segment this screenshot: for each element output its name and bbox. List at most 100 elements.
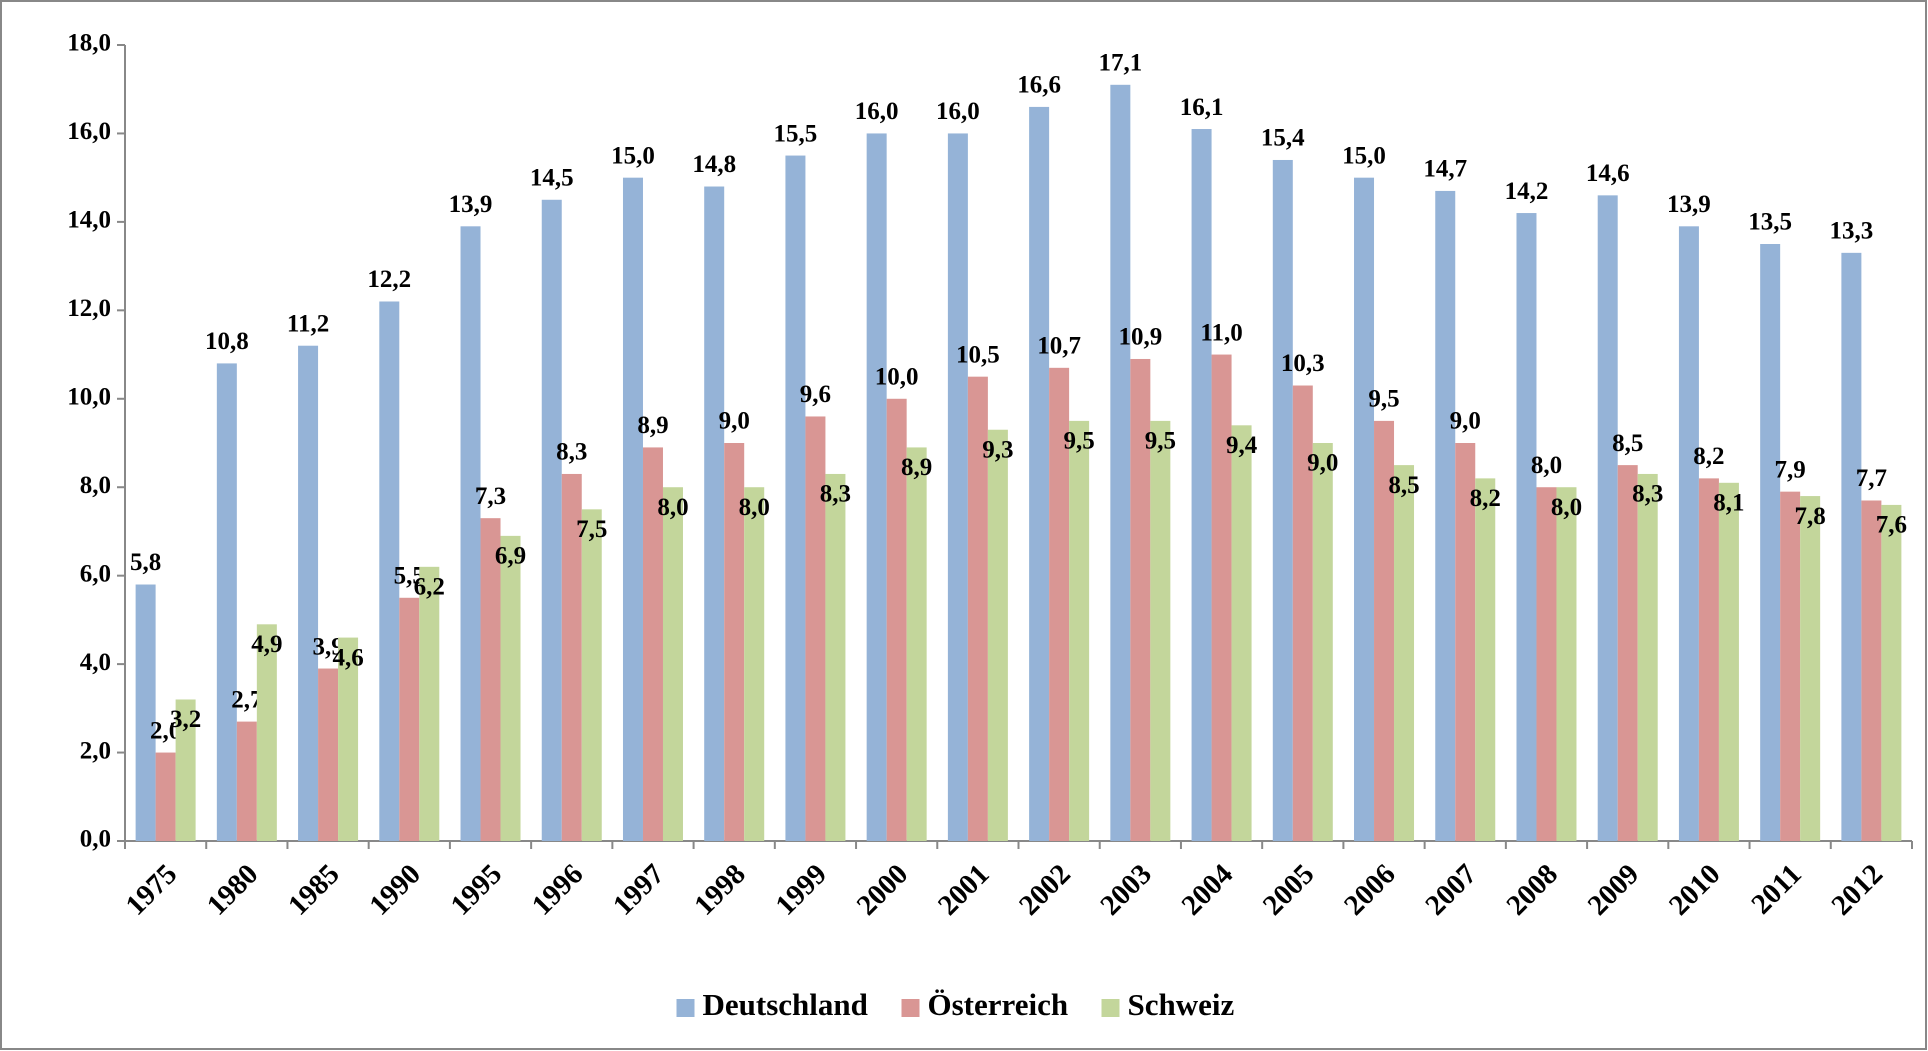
y-tick-label: 14,0 (67, 207, 111, 234)
bar (642, 447, 663, 841)
bar (1292, 385, 1313, 841)
bar (744, 487, 765, 841)
bar (318, 668, 339, 841)
y-tick-label: 16,0 (67, 118, 111, 145)
bar (135, 584, 156, 841)
bar (825, 473, 846, 841)
data-label: 8,5 (1612, 430, 1643, 457)
bar (1069, 420, 1090, 841)
data-label: 9,3 (982, 436, 1013, 463)
data-label: 9,6 (800, 381, 831, 408)
y-tick-label: 6,0 (80, 560, 111, 587)
bar (1231, 425, 1252, 841)
data-label: 15,5 (774, 120, 818, 147)
bar (1760, 244, 1781, 841)
bar (1597, 195, 1618, 841)
data-label: 10,9 (1118, 324, 1162, 351)
data-label: 13,9 (449, 191, 493, 218)
data-label: 7,3 (475, 483, 506, 510)
bar (1049, 367, 1070, 841)
bar (1191, 129, 1212, 841)
bar (987, 429, 1008, 841)
data-label: 10,7 (1037, 333, 1081, 360)
bar (298, 345, 319, 841)
bar (419, 566, 440, 841)
data-label: 7,6 (1876, 512, 1907, 539)
bar (1374, 420, 1395, 841)
bar (338, 637, 359, 841)
data-label: 16,1 (1180, 94, 1224, 121)
legend-swatch (676, 999, 695, 1017)
data-label: 8,0 (739, 494, 770, 521)
bar (1536, 487, 1557, 841)
bar (581, 509, 602, 841)
data-label: 8,9 (637, 412, 668, 439)
data-label: 8,1 (1713, 490, 1744, 517)
y-tick-label: 2,0 (80, 737, 111, 764)
data-label: 9,0 (1307, 450, 1338, 477)
data-label: 13,9 (1667, 191, 1711, 218)
y-tick-label: 18,0 (67, 30, 111, 57)
bar (379, 301, 400, 841)
bar (500, 535, 521, 841)
data-label: 8,0 (1531, 452, 1562, 479)
data-label: 6,9 (495, 543, 526, 570)
data-label: 14,2 (1505, 178, 1549, 205)
bar (1516, 213, 1537, 842)
data-label: 8,3 (1632, 481, 1663, 508)
data-label: 15,0 (611, 142, 655, 169)
bar (1718, 482, 1739, 841)
data-label: 9,5 (1063, 428, 1094, 455)
bar (1678, 226, 1699, 842)
bar (947, 133, 968, 841)
legend-label: Deutschland (703, 987, 868, 1022)
data-label: 12,2 (367, 266, 411, 293)
bar (175, 699, 196, 841)
data-label: 9,0 (1450, 408, 1481, 435)
data-label: 15,0 (1342, 142, 1386, 169)
data-label: 13,5 (1748, 209, 1792, 236)
data-label: 11,0 (1200, 319, 1242, 346)
bar (886, 398, 907, 841)
bar (561, 473, 582, 841)
bar (704, 186, 725, 841)
bar (1435, 190, 1456, 841)
bar (1211, 354, 1232, 841)
bar (155, 752, 176, 841)
data-label: 7,9 (1775, 456, 1806, 483)
bar (785, 155, 806, 842)
bar (1881, 504, 1902, 841)
bar (1312, 443, 1333, 841)
data-label: 9,5 (1145, 428, 1176, 455)
bar (906, 447, 927, 841)
legend-label: Schweiz (1128, 987, 1235, 1022)
data-label: 7,7 (1856, 465, 1887, 492)
data-label: 13,3 (1830, 218, 1874, 245)
bar (1130, 358, 1151, 841)
data-label: 8,2 (1470, 485, 1501, 512)
bar (866, 133, 887, 841)
data-label: 10,3 (1281, 350, 1325, 377)
data-label: 15,4 (1261, 125, 1305, 152)
data-label: 8,2 (1693, 443, 1724, 470)
bar (1475, 478, 1496, 841)
data-label: 10,5 (956, 341, 1000, 368)
bar (622, 177, 643, 841)
data-label: 6,2 (414, 574, 445, 601)
bar (967, 376, 988, 841)
bar (236, 721, 257, 841)
bar (1780, 491, 1801, 841)
data-label: 14,5 (530, 165, 574, 192)
data-label: 8,0 (657, 494, 688, 521)
bar (216, 363, 237, 841)
bar (399, 597, 420, 841)
bar (1150, 420, 1171, 841)
legend-swatch (901, 999, 920, 1017)
bar (1617, 465, 1638, 841)
legend-label: Österreich (928, 987, 1069, 1022)
legend-swatch (1101, 999, 1120, 1017)
bar (1272, 159, 1293, 841)
data-label: 7,5 (576, 516, 607, 543)
bar (1029, 106, 1050, 841)
